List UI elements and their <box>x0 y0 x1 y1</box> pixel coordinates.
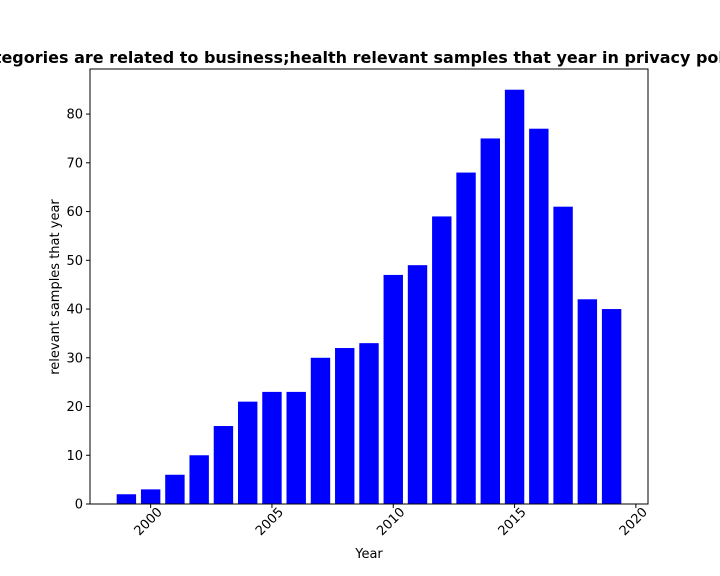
bar-2016 <box>529 128 549 505</box>
y-axis-ticks: 0 10 20 30 40 50 60 70 80 <box>66 108 90 513</box>
bar-2009 <box>359 343 379 504</box>
x-axis-label: Year <box>354 547 383 562</box>
bar-2002 <box>189 455 209 504</box>
bars-group <box>116 89 622 505</box>
y-tick-label-50: 50 <box>66 254 83 269</box>
bar-2014 <box>480 138 501 504</box>
y-axis-label: relevant samples that year <box>48 199 63 375</box>
bar-2004 <box>237 401 258 504</box>
x-tick-label-2010: 2010 <box>374 505 408 539</box>
y-tick-label-40: 40 <box>66 303 83 318</box>
bar-2010 <box>383 274 403 504</box>
x-tick-label-2015: 2015 <box>496 505 530 539</box>
bar-2018 <box>577 299 598 504</box>
bar-1999 <box>116 494 137 504</box>
bar-2006 <box>286 391 306 504</box>
y-tick-label-80: 80 <box>66 108 83 123</box>
bar-2017 <box>553 206 573 504</box>
y-tick-label-70: 70 <box>66 156 83 171</box>
x-tick-label-2020: 2020 <box>617 505 651 539</box>
bar-2007 <box>310 357 331 504</box>
bar-2003 <box>213 426 234 504</box>
bar-2011 <box>407 265 428 504</box>
bar-2005 <box>262 391 282 504</box>
x-axis-ticks: 2000 2005 2010 2015 2020 <box>132 504 651 539</box>
bar-2008 <box>335 348 355 504</box>
y-tick-label-20: 20 <box>66 400 83 415</box>
x-tick-label-2005: 2005 <box>253 505 287 539</box>
y-tick-label-30: 30 <box>66 351 83 366</box>
bar-2013 <box>456 172 476 505</box>
x-tick-label-2000: 2000 <box>132 505 166 539</box>
bar-2019 <box>601 309 622 504</box>
bar-2000 <box>140 489 161 504</box>
plot-frame <box>89 68 649 505</box>
bar-2012 <box>432 216 452 504</box>
y-tick-label-60: 60 <box>66 205 83 220</box>
bar-2015 <box>504 89 525 504</box>
chart-title: Categories are related to business;healt… <box>0 48 720 67</box>
y-tick-label-0: 0 <box>75 498 83 513</box>
bar-2001 <box>165 474 185 504</box>
y-tick-label-10: 10 <box>66 449 83 464</box>
